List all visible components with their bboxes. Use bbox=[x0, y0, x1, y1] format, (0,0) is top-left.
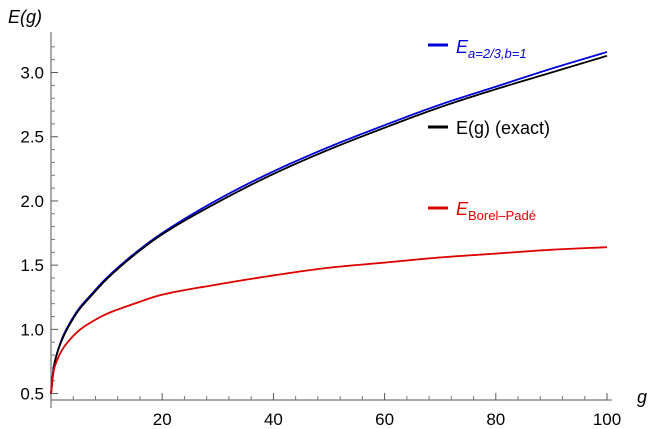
y-tick-label: 1.0 bbox=[20, 320, 44, 339]
x-tick-label: 20 bbox=[153, 410, 172, 429]
legend: Ea=2/3,b=1 E(g) (exact) EBorel–Padé bbox=[428, 37, 550, 223]
x-tick-label: 100 bbox=[593, 410, 621, 429]
series-layer bbox=[50, 51, 608, 395]
y-tick-label: 2.5 bbox=[20, 128, 44, 147]
y-tick-label: 0.5 bbox=[20, 385, 44, 404]
x-tick-label: 80 bbox=[486, 410, 505, 429]
legend-label-exact: E(g) (exact) bbox=[456, 118, 550, 138]
y-tick-label: 2.0 bbox=[20, 192, 44, 211]
x-axis-label: g bbox=[637, 387, 647, 407]
legend-label-borel: EBorel–Padé bbox=[456, 199, 536, 223]
y-tick-label: 1.5 bbox=[20, 256, 44, 275]
ticks: 20 40 60 80 100 0.5 1.0 1.5 2.0 2.5 3.0 bbox=[20, 46, 621, 429]
series-line-borel bbox=[50, 246, 608, 395]
series-line-exact bbox=[50, 54, 608, 395]
x-tick-label: 60 bbox=[375, 410, 394, 429]
legend-label-approx: Ea=2/3,b=1 bbox=[456, 37, 527, 61]
x-tick-label: 40 bbox=[264, 410, 283, 429]
y-axis-label: E(g) bbox=[8, 7, 42, 27]
y-axis-label-text: E(g) bbox=[8, 7, 42, 27]
y-tick-label: 3.0 bbox=[20, 64, 44, 83]
